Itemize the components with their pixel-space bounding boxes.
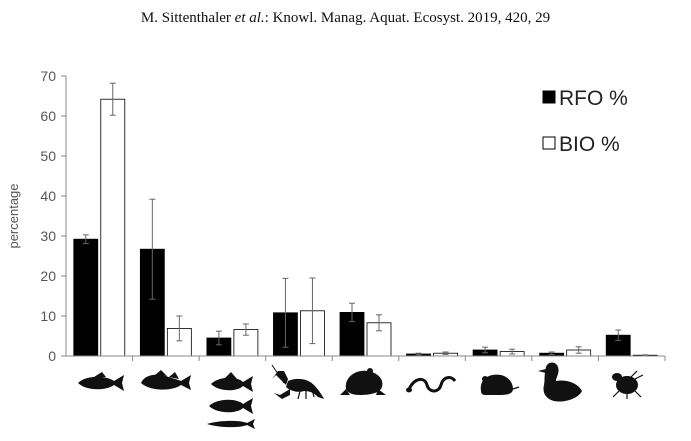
y-tick-label: 0: [48, 348, 56, 364]
bio-bar-fish-1: [100, 98, 126, 357]
y-tick-label: 50: [40, 148, 56, 164]
goby-icon: [141, 370, 191, 390]
rfo-error-bar-beetle: [615, 329, 622, 341]
y-tick-label: 60: [40, 108, 56, 124]
bio-error-bar-frog: [376, 314, 382, 332]
rfo-error-bar-rodent: [482, 346, 489, 354]
rfo-error-bar-duck: [548, 351, 555, 355]
legend-label-rfo: RFO %: [559, 87, 628, 110]
duck-icon: [538, 362, 582, 402]
rfo-error-bar-crayfish: [282, 277, 289, 348]
rfo-error-bar-fish-1: [82, 234, 89, 245]
bio-error-bar-rodent: [509, 348, 516, 355]
bio-error-bar-duck: [575, 346, 582, 354]
bio-error-bar-fish-2: [176, 315, 183, 342]
bio-error-bar-beetle: [642, 354, 649, 357]
legend-swatch-bio: [542, 136, 556, 150]
rfo-error-bar-frog: [349, 302, 355, 323]
rodent-icon: [480, 374, 520, 395]
crayfish-icon: [271, 364, 324, 400]
legend-swatch-rfo: [542, 90, 556, 104]
category-icons: [78, 362, 644, 429]
fish-icon: [78, 372, 124, 391]
bio-error-bar-snake: [442, 351, 449, 355]
legend: RFO % BIO %: [542, 87, 628, 156]
y-axis-label: percentage: [6, 183, 21, 248]
y-tick-label: 40: [40, 188, 56, 204]
y-tick-label: 10: [40, 308, 56, 324]
page-header: M. Sittenthaler et al.: Knowl. Manag. Aq…: [0, 10, 691, 27]
bio-error-bar-fish-group: [242, 323, 249, 336]
legend-label-bio: BIO %: [559, 133, 620, 156]
y-axis: 0 10 20 30 40 50 60 70: [40, 68, 67, 364]
fish-group-icon: [207, 372, 255, 429]
header-citation: : Knowl. Manag. Aquat. Ecosyst. 2019, 42…: [264, 10, 551, 26]
y-tick-label: 20: [40, 268, 56, 284]
bio-error-bar-fish-1: [109, 82, 116, 116]
rfo-error-bar-fish-2: [149, 198, 156, 300]
rfo-error-bar-fish-group: [215, 330, 222, 346]
header-authors: M. Sittenthaler: [140, 10, 231, 26]
y-tick-label: 70: [40, 68, 56, 84]
frog-icon: [340, 368, 386, 395]
header-etal: et al.: [234, 10, 265, 26]
rfo-bar-fish-1: [73, 238, 99, 357]
bars: [73, 82, 658, 357]
beetle-icon: [612, 370, 644, 399]
bio-error-bar-crayfish: [309, 277, 316, 345]
x-axis: [66, 355, 666, 361]
snake-icon: [406, 376, 457, 393]
y-tick-label: 30: [40, 228, 56, 244]
rfo-error-bar-snake: [415, 352, 422, 356]
